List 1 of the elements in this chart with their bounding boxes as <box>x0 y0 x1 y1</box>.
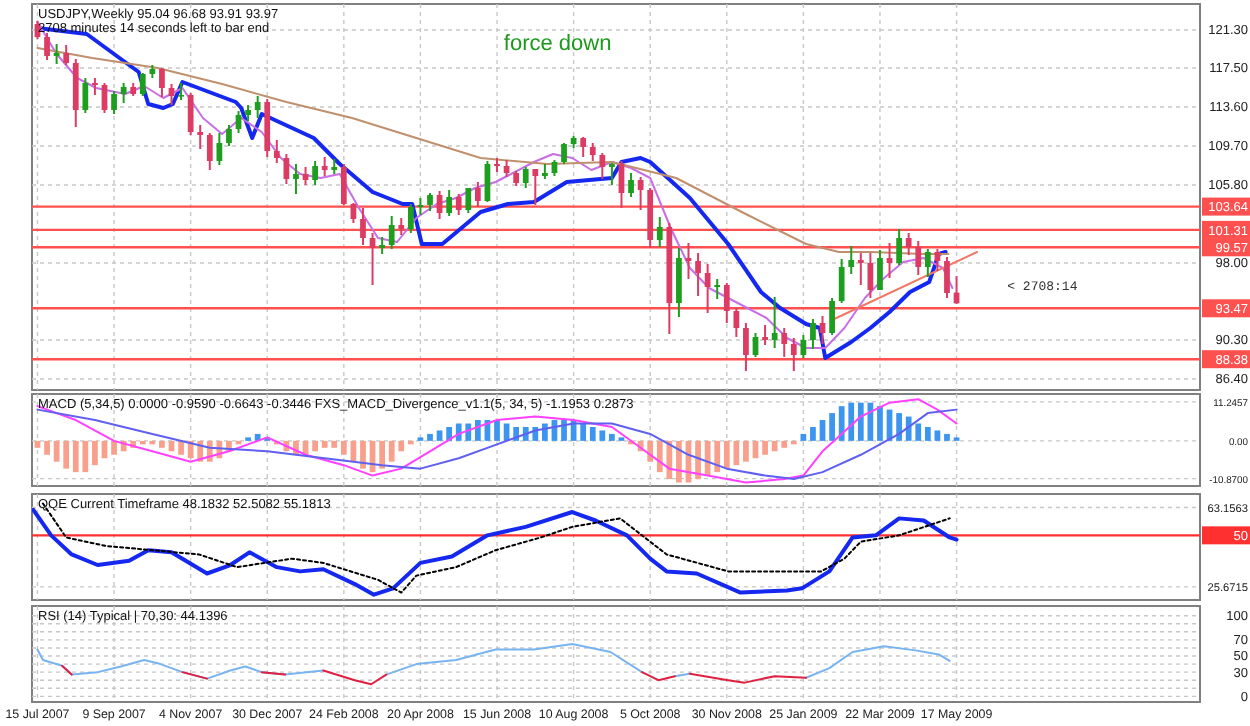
annotation: force down <box>503 32 612 56</box>
